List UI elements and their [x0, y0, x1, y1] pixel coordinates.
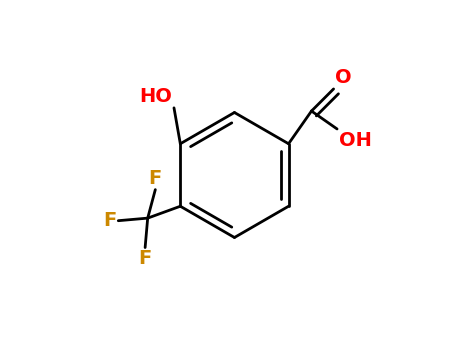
Text: OH: OH [339, 131, 372, 150]
Text: F: F [103, 211, 116, 230]
Text: HO: HO [139, 87, 172, 106]
Text: F: F [149, 169, 162, 188]
Text: O: O [335, 68, 352, 87]
Text: F: F [138, 249, 152, 268]
